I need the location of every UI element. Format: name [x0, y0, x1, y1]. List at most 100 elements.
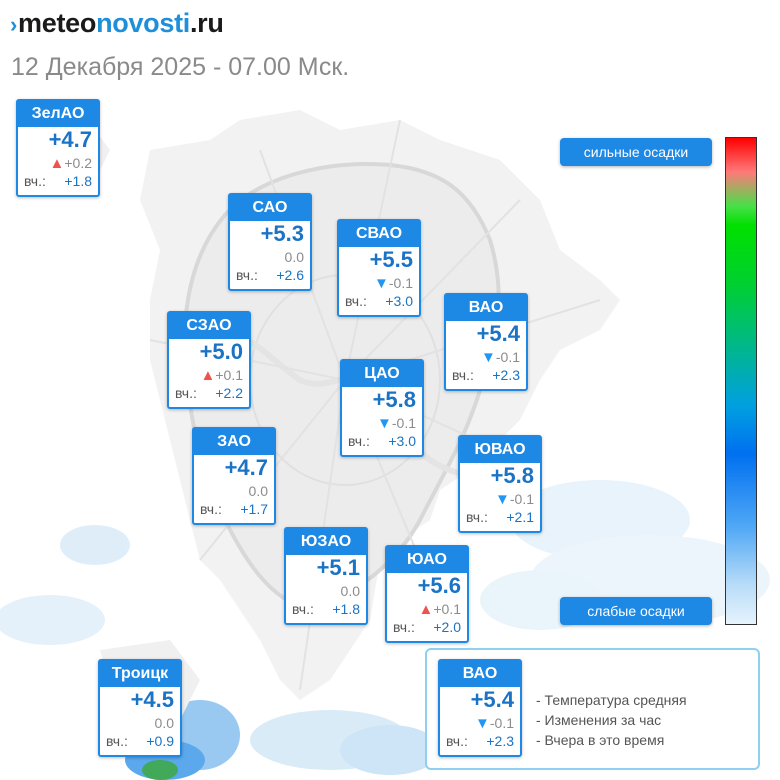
- average-temperature: +5.5: [369, 247, 413, 272]
- yesterday-label: вч.:: [236, 267, 258, 283]
- district-card-szao[interactable]: СЗАО +5.0 ▲+0.1 вч.: +2.2: [167, 311, 251, 409]
- district-card-uvao[interactable]: ЮВАО +5.8 ▼-0.1 вч.: +2.1: [458, 435, 542, 533]
- district-card-vao[interactable]: ВАО +5.4 ▼-0.1 вч.: +2.3: [444, 293, 528, 391]
- yesterday-temperature: вч.: +1.7: [200, 501, 268, 517]
- triangle-down-icon: ▼: [374, 275, 389, 292]
- district-name: ВАО: [446, 295, 526, 321]
- yesterday-temperature: вч.: +2.1: [466, 509, 534, 525]
- hourly-change: ▲+0.1: [419, 601, 462, 618]
- district-name: ЮВАО: [460, 437, 540, 463]
- average-temperature: +5.8: [490, 463, 534, 488]
- yesterday-temperature: вч.: +1.8: [24, 173, 92, 189]
- hourly-change-value: -0.1: [388, 275, 413, 291]
- logo-suffix: .ru: [189, 8, 224, 38]
- legend-line-yesterday: - Вчера в это время: [536, 732, 665, 748]
- yesterday-value: +0.9: [146, 733, 174, 749]
- hourly-change-value: -0.1: [509, 491, 534, 507]
- hourly-change-value: 0.0: [340, 583, 360, 599]
- yesterday-value: +2.0: [433, 619, 461, 635]
- triangle-down-icon: ▼: [481, 349, 496, 366]
- yesterday-value: +2.3: [486, 733, 514, 749]
- average-temperature: +5.1: [316, 555, 360, 580]
- hourly-change: ▼-0.1: [481, 349, 520, 366]
- district-name: ВАО: [440, 661, 520, 687]
- district-name: ЮАО: [387, 547, 467, 573]
- average-temperature: +4.5: [130, 687, 174, 712]
- precip-color-scale: [725, 137, 757, 625]
- yesterday-value: +2.3: [492, 367, 520, 383]
- yesterday-temperature: вч.: +2.0: [393, 619, 461, 635]
- yesterday-label: вч.:: [175, 385, 197, 401]
- logo[interactable]: ›meteonovosti.ru: [10, 6, 224, 42]
- yesterday-temperature: вч.: +2.3: [446, 733, 514, 749]
- triangle-up-icon: ▲: [200, 367, 216, 384]
- observation-datetime: 12 Декабря 2025 - 07.00 Мск.: [11, 53, 350, 81]
- hourly-change: 0.0: [249, 483, 268, 499]
- district-card-uzao[interactable]: ЮЗАО +5.1 0.0 вч.: +1.8: [284, 527, 368, 625]
- hourly-change: ▼-0.1: [374, 275, 413, 292]
- hourly-change: 0.0: [285, 249, 304, 265]
- average-temperature: +5.8: [372, 387, 416, 412]
- hourly-change: 0.0: [341, 583, 360, 599]
- hourly-change-value: 0.0: [284, 249, 304, 265]
- yesterday-temperature: вч.: +1.8: [292, 601, 360, 617]
- hourly-change: ▼-0.1: [495, 491, 534, 508]
- hourly-change-value: -0.1: [495, 349, 520, 365]
- yesterday-value: +2.2: [215, 385, 243, 401]
- yesterday-label: вч.:: [24, 173, 46, 189]
- yesterday-value: +2.1: [506, 509, 534, 525]
- hourly-change: ▲+0.2: [50, 155, 93, 172]
- logo-prefix: meteo: [18, 8, 97, 38]
- district-name: ЦАО: [342, 361, 422, 387]
- yesterday-label: вч.:: [393, 619, 415, 635]
- hourly-change: ▲+0.1: [201, 367, 244, 384]
- average-temperature: +5.4: [476, 321, 520, 346]
- triangle-down-icon: ▼: [495, 491, 510, 508]
- triangle-up-icon: ▲: [49, 155, 65, 172]
- average-temperature: +5.3: [260, 221, 304, 246]
- district-name: Троицк: [100, 661, 180, 687]
- district-card-sao[interactable]: САО +5.3 0.0 вч.: +2.6: [228, 193, 312, 291]
- district-card-zelao[interactable]: ЗелАО +4.7 ▲+0.2 вч.: +1.8: [16, 99, 100, 197]
- district-card-uao[interactable]: ЮАО +5.6 ▲+0.1 вч.: +2.0: [385, 545, 469, 643]
- yesterday-temperature: вч.: +2.3: [452, 367, 520, 383]
- logo-main: novosti: [96, 8, 190, 38]
- district-name: САО: [230, 195, 310, 221]
- yesterday-temperature: вч.: +2.2: [175, 385, 243, 401]
- average-temperature: +5.6: [417, 573, 461, 598]
- yesterday-label: вч.:: [106, 733, 128, 749]
- legend-explanations: - Температура средняя - Изменения за час…: [536, 690, 687, 750]
- yesterday-value: +1.8: [332, 601, 360, 617]
- district-card-zao[interactable]: ЗАО +4.7 0.0 вч.: +1.7: [192, 427, 276, 525]
- high-precip-label: сильные осадки: [560, 138, 712, 166]
- average-temperature: +5.0: [199, 339, 243, 364]
- hourly-change: ▼-0.1: [377, 415, 416, 432]
- district-name: СВАО: [339, 221, 419, 247]
- hourly-change-value: 0.0: [248, 483, 268, 499]
- legend-line-average: - Температура средняя: [536, 692, 687, 708]
- yesterday-label: вч.:: [292, 601, 314, 617]
- average-temperature: +5.4: [470, 687, 514, 712]
- district-name: ЗелАО: [18, 101, 98, 127]
- district-card-troitsk[interactable]: Троицк +4.5 0.0 вч.: +0.9: [98, 659, 182, 757]
- yesterday-label: вч.:: [446, 733, 468, 749]
- district-name: СЗАО: [169, 313, 249, 339]
- yesterday-label: вч.:: [466, 509, 488, 525]
- yesterday-label: вч.:: [348, 433, 370, 449]
- yesterday-label: вч.:: [345, 293, 367, 309]
- triangle-up-icon: ▲: [418, 601, 434, 618]
- hourly-change-value: +0.1: [215, 367, 243, 383]
- yesterday-temperature: вч.: +2.6: [236, 267, 304, 283]
- district-card-cao[interactable]: ЦАО +5.8 ▼-0.1 вч.: +3.0: [340, 359, 424, 457]
- hourly-change-value: +0.2: [64, 155, 92, 171]
- logo-mark-icon: ›: [10, 12, 18, 37]
- yesterday-value: +2.6: [276, 267, 304, 283]
- yesterday-value: +1.8: [64, 173, 92, 189]
- yesterday-value: +3.0: [385, 293, 413, 309]
- low-precip-label: слабые осадки: [560, 597, 712, 625]
- yesterday-value: +3.0: [388, 433, 416, 449]
- average-temperature: +4.7: [48, 127, 92, 152]
- district-name: ЗАО: [194, 429, 274, 455]
- district-card-svao[interactable]: СВАО +5.5 ▼-0.1 вч.: +3.0: [337, 219, 421, 317]
- triangle-down-icon: ▼: [377, 415, 392, 432]
